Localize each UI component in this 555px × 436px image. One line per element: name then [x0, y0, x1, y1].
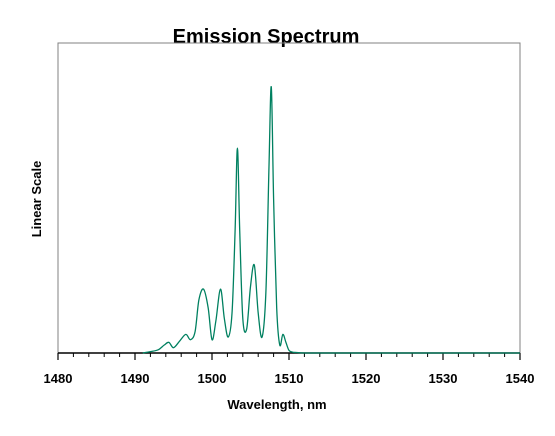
- chart-title: Emission Spectrum: [173, 26, 360, 48]
- x-tick-label: 1490: [121, 371, 150, 386]
- x-tick-label: 1540: [506, 371, 535, 386]
- plot-area-frame: [57, 42, 521, 354]
- x-minor-ticks: [72, 353, 506, 357]
- x-major-ticks: [57, 353, 521, 360]
- x-tick-label: 1510: [275, 371, 304, 386]
- x-tick-labels: 1480 1490 1500 1510 1520 1530 1540: [44, 371, 535, 386]
- spectrum-line: [142, 86, 520, 354]
- x-axis-label: Wavelength, nm: [227, 397, 326, 412]
- x-tick-label: 1480: [44, 371, 73, 386]
- x-tick-label: 1500: [198, 371, 227, 386]
- y-axis-label: Linear Scale: [29, 161, 44, 238]
- x-tick-label: 1520: [352, 371, 381, 386]
- x-tick-label: 1530: [429, 371, 458, 386]
